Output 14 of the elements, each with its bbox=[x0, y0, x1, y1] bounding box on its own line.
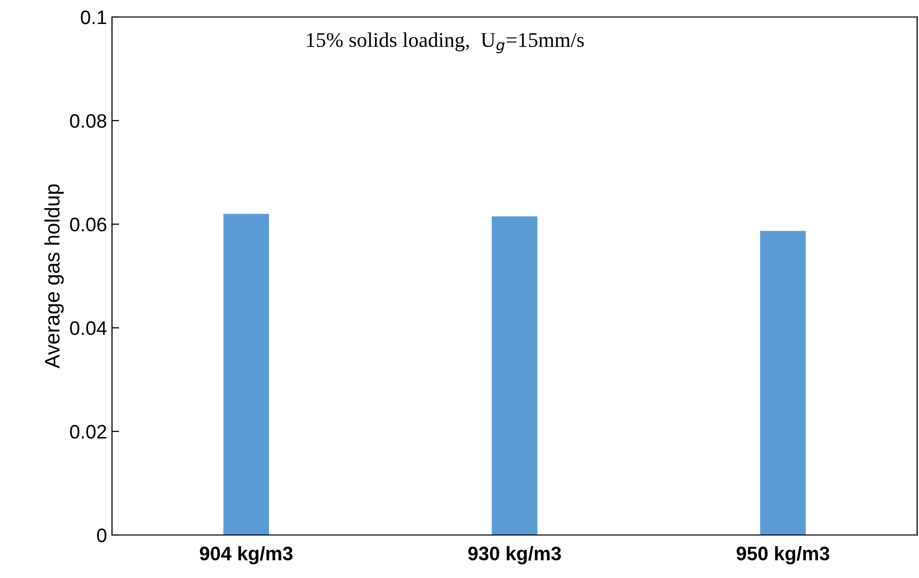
y-tick-label: 0.02 bbox=[70, 424, 106, 439]
y-tick-label: 0 bbox=[97, 528, 106, 542]
x-tick-label: 930 kg/m3 bbox=[468, 546, 561, 564]
bar bbox=[760, 230, 806, 535]
bar bbox=[223, 214, 270, 535]
annotation: 15% solids loading, U$_{g}$=15mm/s bbox=[307, 32, 584, 54]
y-tick-label: 0.08 bbox=[70, 114, 106, 128]
bar bbox=[492, 216, 538, 535]
y-tick-label: 0.06 bbox=[70, 218, 106, 232]
x-tick-label: 904 kg/m3 bbox=[200, 546, 293, 564]
y-tick-label: 0.1 bbox=[80, 10, 106, 24]
x-tick-label: 950 kg/m3 bbox=[736, 546, 830, 564]
y-axis-title: Average gas holdup bbox=[44, 184, 64, 368]
y-tick-label: 0.04 bbox=[70, 321, 107, 336]
